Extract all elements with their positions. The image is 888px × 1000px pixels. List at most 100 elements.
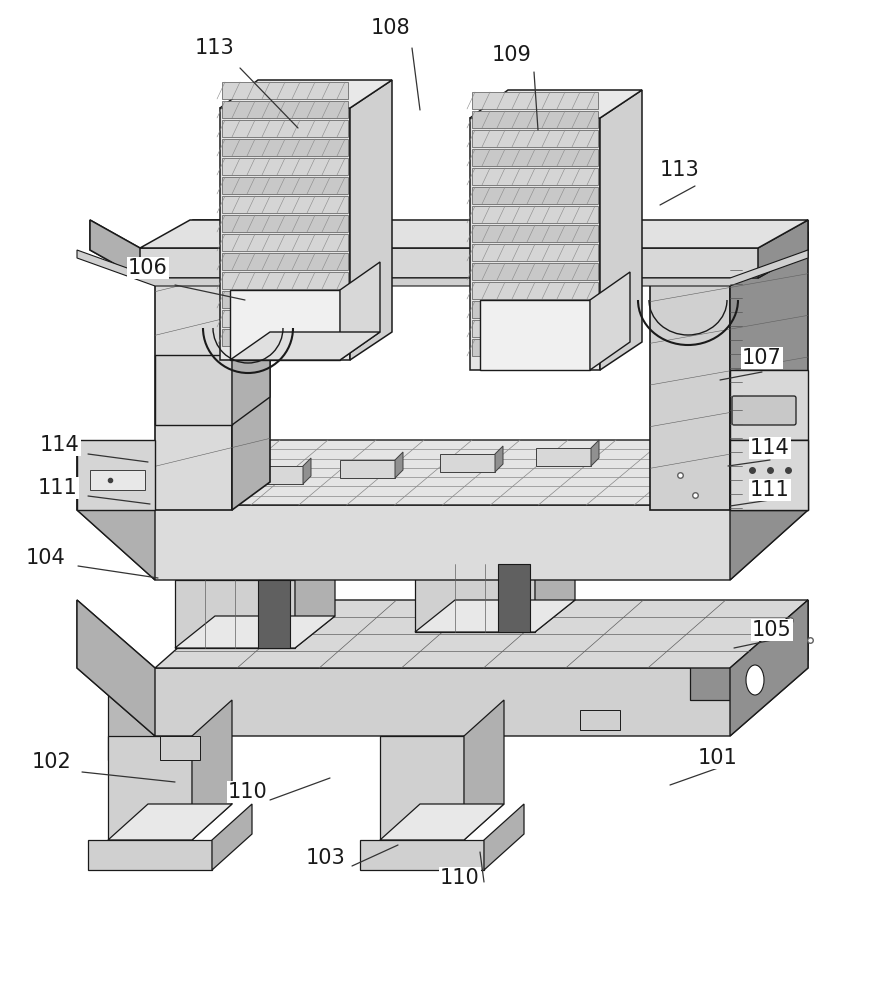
Text: 111: 111	[750, 480, 789, 500]
Polygon shape	[220, 80, 392, 108]
Polygon shape	[484, 804, 524, 870]
Polygon shape	[258, 580, 290, 648]
Polygon shape	[730, 600, 808, 736]
Polygon shape	[472, 149, 598, 166]
Polygon shape	[222, 177, 348, 194]
Polygon shape	[77, 250, 808, 286]
Polygon shape	[590, 272, 630, 370]
Polygon shape	[495, 446, 503, 472]
Polygon shape	[470, 118, 600, 370]
Polygon shape	[650, 232, 808, 260]
Polygon shape	[88, 840, 212, 870]
Polygon shape	[536, 448, 591, 466]
Polygon shape	[380, 804, 504, 840]
Polygon shape	[340, 460, 395, 478]
Polygon shape	[108, 804, 232, 840]
Polygon shape	[470, 90, 642, 118]
Text: 114: 114	[750, 438, 789, 458]
Polygon shape	[591, 440, 599, 466]
Polygon shape	[230, 332, 380, 360]
Text: 103: 103	[306, 848, 345, 868]
Polygon shape	[192, 700, 232, 840]
Polygon shape	[90, 470, 145, 490]
Polygon shape	[140, 220, 808, 248]
Text: 105: 105	[752, 620, 792, 640]
Polygon shape	[222, 329, 348, 346]
Polygon shape	[360, 840, 484, 870]
Polygon shape	[730, 232, 808, 510]
Polygon shape	[232, 220, 270, 510]
Polygon shape	[758, 220, 808, 278]
Polygon shape	[650, 260, 730, 510]
Polygon shape	[750, 600, 808, 700]
Polygon shape	[248, 466, 303, 484]
Polygon shape	[730, 440, 808, 510]
Polygon shape	[155, 440, 808, 505]
Polygon shape	[222, 158, 348, 175]
Polygon shape	[472, 111, 598, 128]
Polygon shape	[730, 440, 808, 510]
Polygon shape	[350, 80, 392, 360]
Polygon shape	[730, 370, 808, 440]
Polygon shape	[222, 291, 348, 308]
Polygon shape	[160, 736, 200, 760]
Polygon shape	[232, 327, 270, 425]
Polygon shape	[175, 616, 335, 648]
Text: 102: 102	[32, 752, 72, 772]
Polygon shape	[222, 215, 348, 232]
Text: 107: 107	[742, 348, 781, 368]
Polygon shape	[77, 600, 808, 736]
Polygon shape	[415, 564, 535, 632]
Polygon shape	[472, 339, 598, 356]
Text: 111: 111	[38, 478, 78, 498]
Text: 110: 110	[228, 782, 268, 802]
Polygon shape	[220, 108, 350, 360]
Polygon shape	[108, 736, 192, 840]
Polygon shape	[222, 272, 348, 289]
Polygon shape	[77, 440, 155, 510]
Polygon shape	[472, 282, 598, 299]
Polygon shape	[380, 736, 464, 840]
Text: 104: 104	[26, 548, 66, 568]
Polygon shape	[90, 220, 808, 278]
Polygon shape	[222, 139, 348, 156]
Polygon shape	[303, 458, 311, 484]
Polygon shape	[472, 244, 598, 261]
Polygon shape	[340, 262, 380, 360]
Polygon shape	[230, 290, 340, 360]
Polygon shape	[730, 440, 808, 580]
Polygon shape	[535, 532, 575, 632]
Polygon shape	[498, 564, 530, 632]
Polygon shape	[175, 580, 295, 648]
Polygon shape	[580, 710, 620, 730]
Polygon shape	[415, 600, 575, 632]
Polygon shape	[155, 355, 232, 425]
Polygon shape	[222, 234, 348, 251]
Text: 106: 106	[128, 258, 168, 278]
Text: 108: 108	[370, 18, 410, 38]
Polygon shape	[472, 301, 598, 318]
Polygon shape	[295, 548, 335, 648]
Polygon shape	[222, 82, 348, 99]
Polygon shape	[155, 248, 232, 510]
FancyBboxPatch shape	[732, 396, 796, 425]
Text: 114: 114	[40, 435, 80, 455]
Polygon shape	[155, 220, 270, 248]
Polygon shape	[480, 300, 590, 370]
Polygon shape	[77, 600, 155, 736]
Polygon shape	[472, 320, 598, 337]
Text: 110: 110	[440, 868, 480, 888]
Ellipse shape	[746, 665, 764, 695]
Polygon shape	[472, 92, 598, 109]
Polygon shape	[222, 120, 348, 137]
Polygon shape	[212, 804, 252, 870]
Polygon shape	[472, 263, 598, 280]
Polygon shape	[464, 700, 504, 840]
Polygon shape	[600, 90, 642, 370]
Polygon shape	[222, 196, 348, 213]
Polygon shape	[108, 668, 155, 760]
Polygon shape	[222, 310, 348, 327]
Text: 101: 101	[698, 748, 738, 768]
Polygon shape	[472, 187, 598, 204]
Polygon shape	[77, 440, 155, 580]
